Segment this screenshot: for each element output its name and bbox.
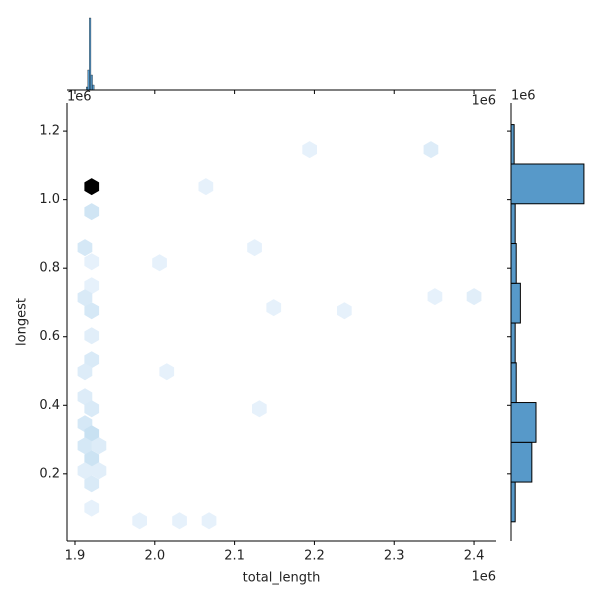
hist-bar (510, 203, 516, 245)
y-tick-label: 1.2 (39, 124, 60, 139)
hex-cell (337, 302, 352, 320)
hist-bar (510, 402, 537, 443)
hex-cell (247, 239, 262, 257)
x-tick-label: 2.0 (144, 549, 165, 564)
hex-cell (159, 363, 175, 381)
hist-bar (510, 282, 521, 324)
x-tick-label: 2.4 (464, 549, 485, 564)
hex-cell (266, 299, 282, 317)
y-axis-label: longest (15, 298, 30, 346)
hex-cell (198, 178, 214, 196)
hist-bar (510, 243, 517, 284)
hex-cell (77, 462, 93, 480)
y-tick-label: 0.6 (39, 329, 60, 344)
hex-cell (77, 363, 93, 381)
hex-cell (84, 499, 100, 517)
hist-bar (510, 481, 516, 523)
hex-cell (84, 302, 100, 320)
hex-cell (84, 450, 100, 468)
hex-cell (77, 437, 93, 455)
hist-bar (92, 84, 95, 91)
hex-cell (302, 141, 317, 159)
y-tick-label: 0.2 (39, 466, 60, 481)
hex-cell (91, 437, 107, 455)
hex-cell (201, 512, 217, 530)
x-tick-label: 1.9 (65, 549, 86, 564)
hist-bar (90, 74, 93, 91)
x-axis-label: total_length (243, 571, 321, 586)
x-tick-label: 2.1 (224, 549, 245, 564)
x-tick-label: 2.3 (384, 549, 405, 564)
hex-cell (84, 351, 100, 369)
hex-cell (252, 400, 267, 418)
y-tick-label: 0.4 (39, 398, 60, 413)
y-offset: 1e6 (511, 89, 536, 104)
hist-bar (89, 17, 92, 91)
hex-cell (172, 512, 187, 530)
hex-cell (84, 327, 100, 345)
hex-cell (77, 239, 93, 257)
hex-cell (84, 178, 100, 196)
x-offset: 1e6 (471, 94, 496, 109)
hist-bar (87, 69, 90, 91)
hex-cell (91, 462, 107, 480)
hex-cell (84, 253, 100, 271)
hist-bar (510, 362, 517, 404)
hex-cell (427, 288, 443, 306)
hex-cell (84, 277, 100, 295)
hex-cell (77, 289, 93, 307)
y-offset: 1e6 (67, 90, 92, 105)
hex-cell (132, 512, 147, 530)
hex-cell (152, 254, 167, 272)
y-tick-label: 1.0 (39, 192, 60, 207)
hex-cell (77, 388, 93, 406)
hex-cell (84, 425, 100, 443)
hex-cell (84, 203, 100, 221)
hist-bar (510, 322, 516, 364)
hist-bar (510, 441, 533, 483)
x-tick-label: 2.2 (304, 549, 325, 564)
hist-bar (510, 163, 585, 205)
hex-cell (423, 141, 439, 159)
y-tick-label: 0.8 (39, 261, 60, 276)
hex-cell (84, 475, 100, 493)
hex-cell (84, 400, 100, 418)
hex-cell (466, 288, 482, 306)
x-offset: 1e6 (471, 570, 496, 585)
